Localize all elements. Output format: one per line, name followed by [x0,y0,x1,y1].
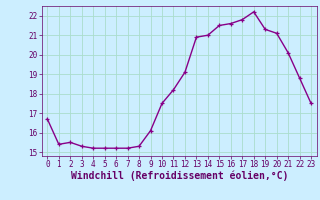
X-axis label: Windchill (Refroidissement éolien,°C): Windchill (Refroidissement éolien,°C) [70,171,288,181]
